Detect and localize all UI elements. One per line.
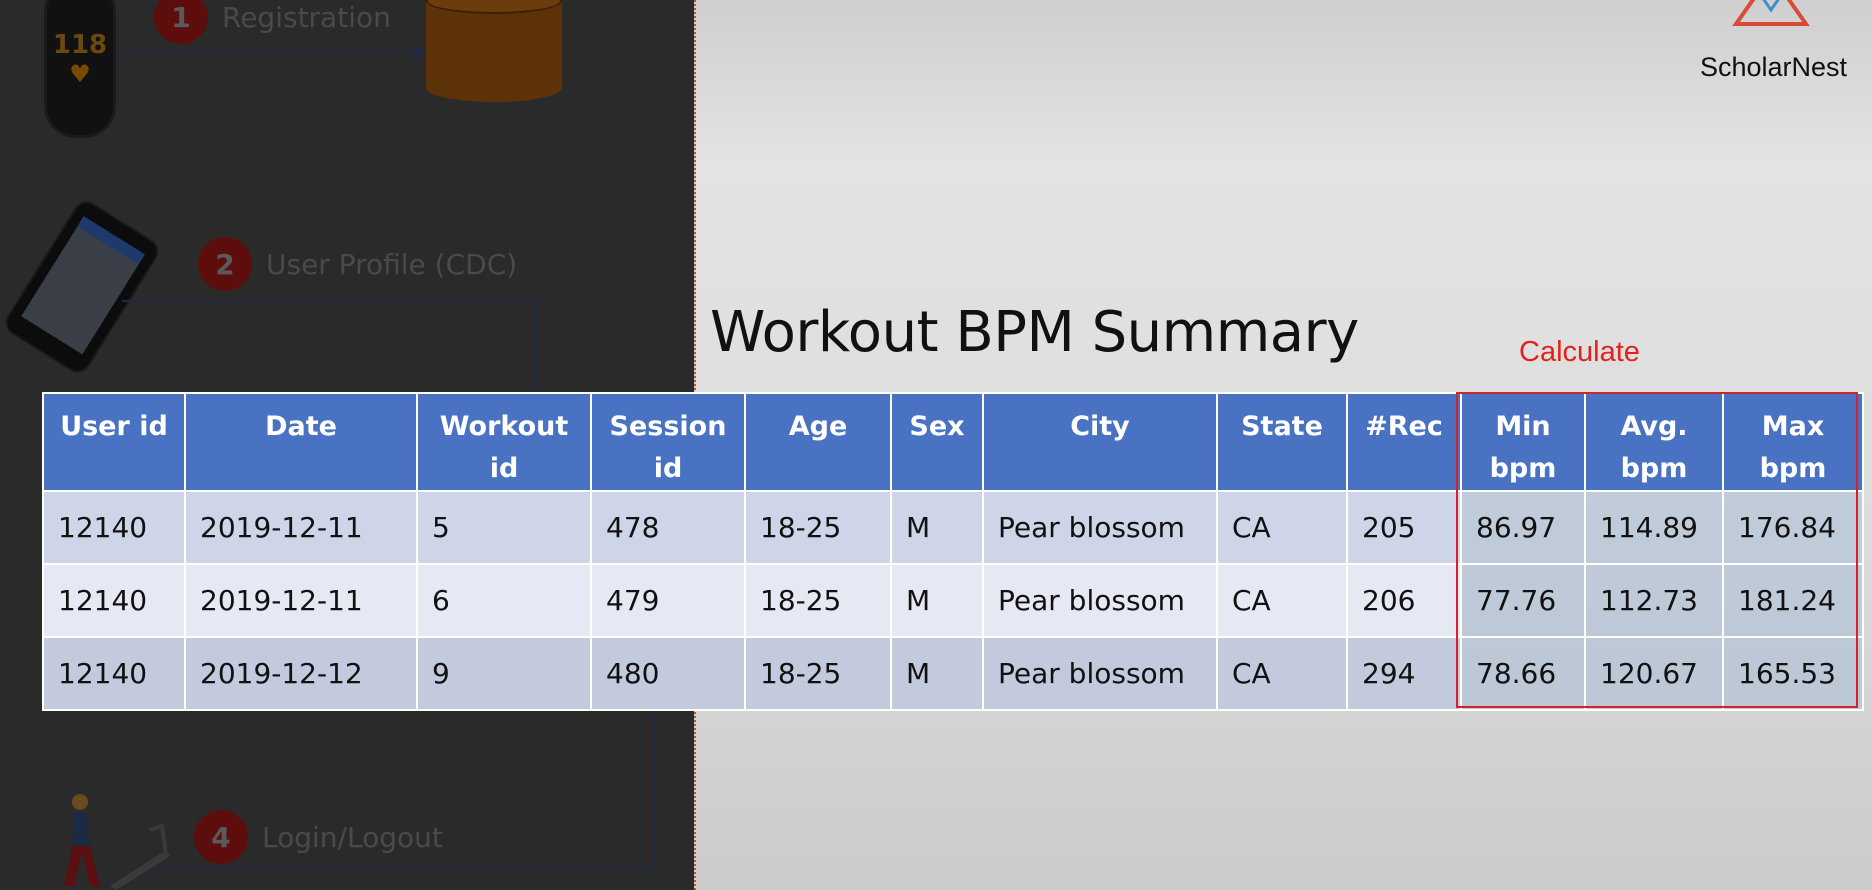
step-login-logout: 4 Login/Logout	[194, 810, 443, 864]
table-cell: 479	[590, 563, 746, 638]
table-cell: Pear blossom	[982, 636, 1218, 711]
table-cell: 12140	[42, 636, 186, 711]
table-cell-calculated: 114.89	[1584, 490, 1724, 565]
watch-heart-rate: 118	[52, 30, 108, 60]
column-header: User id	[42, 392, 186, 492]
table-cell-calculated: 120.67	[1584, 636, 1724, 711]
column-header: State	[1216, 392, 1348, 492]
table-cell: M	[890, 636, 984, 711]
table-header-row: User id Date Workout id Session id Age S…	[42, 392, 1864, 492]
connector-line	[122, 300, 538, 302]
column-header: City	[982, 392, 1218, 492]
connector-line	[140, 868, 656, 870]
table-cell: 18-25	[744, 490, 892, 565]
table-cell: 12140	[42, 490, 186, 565]
smartwatch-icon: 118 ♥	[44, 0, 116, 138]
column-header: Age	[744, 392, 892, 492]
column-header: Sex	[890, 392, 984, 492]
table-cell-calculated: 112.73	[1584, 563, 1724, 638]
table-cell-calculated: 77.76	[1460, 563, 1586, 638]
table-cell: 12140	[42, 563, 186, 638]
calculate-label: Calculate	[1519, 336, 1640, 368]
column-header: Workout id	[416, 392, 592, 492]
table-row: 12140 2019-12-11 5 478 18-25 M Pear blos…	[42, 490, 1864, 565]
column-header: Avg. bpm	[1584, 392, 1724, 492]
table-cell: 6	[416, 563, 592, 638]
table-cell: 5	[416, 490, 592, 565]
column-header: Session id	[590, 392, 746, 492]
table-cell: 2019-12-11	[184, 490, 418, 565]
table-cell-calculated: 165.53	[1722, 636, 1864, 711]
connector-line	[118, 52, 424, 54]
table-cell: CA	[1216, 636, 1348, 711]
table-cell: Pear blossom	[982, 563, 1218, 638]
column-header: Max bpm	[1722, 392, 1864, 492]
table-cell: Pear blossom	[982, 490, 1218, 565]
treadmill-runner-icon	[64, 794, 170, 890]
table-cell-calculated: 181.24	[1722, 563, 1864, 638]
step-user-profile: 2 User Profile (CDC)	[198, 237, 517, 291]
brand-logo-text: ScholarNest	[1700, 52, 1848, 82]
table-cell: 2019-12-11	[184, 563, 418, 638]
table-cell-calculated: 176.84	[1722, 490, 1864, 565]
table-row: 12140 2019-12-11 6 479 18-25 M Pear blos…	[42, 563, 1864, 638]
table-cell-calculated: 86.97	[1460, 490, 1586, 565]
step-label: Login/Logout	[262, 820, 443, 854]
workout-bpm-table: User id Date Workout id Session id Age S…	[42, 392, 1864, 711]
step-label: User Profile (CDC)	[266, 247, 518, 281]
heart-icon: ♥	[69, 60, 91, 88]
column-header: Date	[184, 392, 418, 492]
table-cell: 480	[590, 636, 746, 711]
table-cell: 2019-12-12	[184, 636, 418, 711]
connector-line	[654, 708, 656, 870]
step-number-badge: 2	[198, 237, 252, 291]
table-cell: 205	[1346, 490, 1462, 565]
table-cell: 18-25	[744, 636, 892, 711]
table-cell: 478	[590, 490, 746, 565]
connector-arrow	[414, 46, 426, 60]
step-label: Registration	[222, 0, 391, 34]
column-header: #Rec	[1346, 392, 1462, 492]
step-registration: 1 Registration	[154, 0, 391, 44]
table-cell: CA	[1216, 490, 1348, 565]
database-icon	[426, 0, 562, 102]
table-cell-calculated: 78.66	[1460, 636, 1586, 711]
table-cell: 294	[1346, 636, 1462, 711]
table-cell: 9	[416, 636, 592, 711]
step-number-badge: 1	[154, 0, 208, 44]
table-row: 12140 2019-12-12 9 480 18-25 M Pear blos…	[42, 636, 1864, 711]
table-cell: M	[890, 490, 984, 565]
step-number-badge: 4	[194, 810, 248, 864]
connector-line	[536, 300, 538, 392]
column-header: Min bpm	[1460, 392, 1586, 492]
phone-icon	[0, 196, 164, 378]
page-title: Workout BPM Summary	[710, 300, 1359, 365]
table-cell: 206	[1346, 563, 1462, 638]
table-cell: M	[890, 563, 984, 638]
table-cell: CA	[1216, 563, 1348, 638]
table-cell: 18-25	[744, 563, 892, 638]
triangle-logo-icon	[1732, 0, 1810, 26]
